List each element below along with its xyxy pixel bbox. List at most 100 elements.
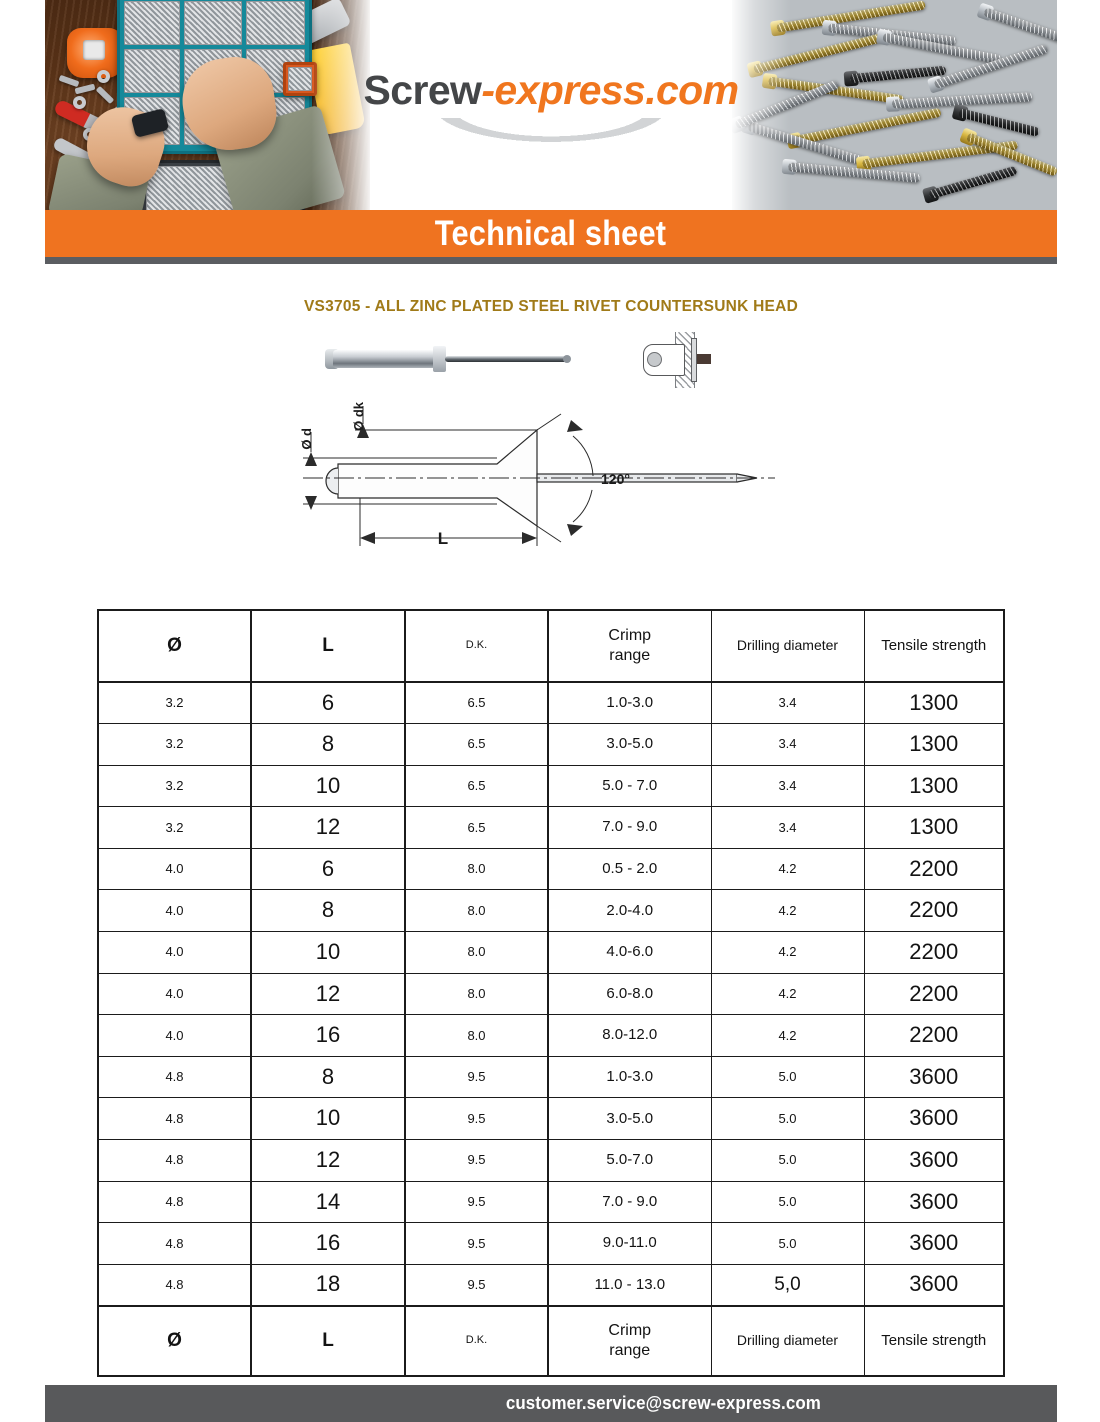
table-row: 3.2 8 6.5 3.0-5.0 3.4 1300 xyxy=(98,723,1004,766)
cell-diameter: 3.2 xyxy=(98,682,252,725)
cell-dk: 8.0 xyxy=(405,1014,549,1057)
table-row: 3.2 10 6.5 5.0 - 7.0 3.4 1300 xyxy=(98,765,1004,808)
cell-length: 18 xyxy=(251,1264,406,1307)
rivet-photo xyxy=(325,342,571,376)
cell-tensile: 3600 xyxy=(864,1056,1004,1099)
cell-dk: 6.5 xyxy=(405,723,549,766)
cell-drilling: 3.4 xyxy=(711,723,865,766)
cell-diameter: 4.0 xyxy=(98,973,252,1016)
screwdriver-icon xyxy=(52,98,118,141)
footer-header-tensile: Tensile strength xyxy=(864,1304,1004,1376)
footer-crimp-line1: Crimp xyxy=(608,1322,652,1340)
table-row: 4.0 8 8.0 2.0-4.0 4.2 2200 xyxy=(98,889,1004,933)
cell-diameter: 4.8 xyxy=(98,1222,252,1265)
cell-drilling: 3.4 xyxy=(711,765,865,808)
table-row: 4.0 12 8.0 6.0-8.0 4.2 2200 xyxy=(98,973,1004,1016)
datasheet-page: Screw-express.com Technical sheet VS3705… xyxy=(45,0,1057,1422)
table-row: 4.8 12 9.5 5.0-7.0 5.0 3600 xyxy=(98,1139,1004,1182)
cell-tensile: 2200 xyxy=(864,931,1004,974)
pliers-icon xyxy=(130,108,170,138)
cell-diameter: 4.8 xyxy=(98,1264,252,1307)
cell-length: 12 xyxy=(251,973,406,1016)
cell-crimp: 2.0-4.0 xyxy=(548,889,712,933)
label-head-angle: 120° xyxy=(601,471,630,487)
power-tool-icon xyxy=(286,0,352,50)
cell-drilling: 5.0 xyxy=(711,1222,865,1265)
cell-length: 10 xyxy=(251,1097,406,1141)
cell-dk: 9.5 xyxy=(405,1139,549,1182)
screws-pile-photo xyxy=(732,0,1057,210)
cell-crimp: 9.0-11.0 xyxy=(548,1222,712,1265)
cell-tensile: 1300 xyxy=(864,682,1004,725)
label-length-L: L xyxy=(438,529,448,548)
cell-diameter: 4.8 xyxy=(98,1181,252,1224)
cell-tensile: 2200 xyxy=(864,889,1004,933)
cell-tensile: 3600 xyxy=(864,1097,1004,1141)
cell-tensile: 2200 xyxy=(864,1014,1004,1057)
table-row: 3.2 12 6.5 7.0 - 9.0 3.4 1300 xyxy=(98,806,1004,849)
cell-dk: 8.0 xyxy=(405,848,549,891)
label-diameter-dk: Ø dk xyxy=(351,401,366,431)
cell-dk: 9.5 xyxy=(405,1264,549,1307)
table-row: 4.8 16 9.5 9.0-11.0 5.0 3600 xyxy=(98,1222,1004,1265)
table-header-row: Ø L D.K. Crimp range Drilling diameter T… xyxy=(98,610,1004,683)
cell-crimp: 6.0-8.0 xyxy=(548,973,712,1016)
cell-diameter: 4.8 xyxy=(98,1139,252,1182)
cell-dk: 8.0 xyxy=(405,973,549,1016)
cell-crimp: 8.0-12.0 xyxy=(548,1014,712,1057)
cell-drilling: 4.2 xyxy=(711,973,865,1016)
cell-tensile: 3600 xyxy=(864,1139,1004,1182)
table-footer-row: Ø L D.K. Crimp range Drilling diameter Tensile… xyxy=(98,1304,1004,1376)
product-title: VS3705 - ALL ZINC PLATED STEEL RIVET COU… xyxy=(303,298,799,315)
cell-drilling: 3.4 xyxy=(711,806,865,849)
footer-header-drilling: Drilling diameter xyxy=(711,1304,865,1376)
cell-crimp: 11.0 - 13.0 xyxy=(548,1264,712,1307)
footer-header-dk: D.K. xyxy=(405,1304,549,1376)
cell-dk: 9.5 xyxy=(405,1056,549,1099)
cell-drilling: 4.2 xyxy=(711,848,865,891)
hand-right xyxy=(177,52,281,156)
cell-tensile: 3600 xyxy=(864,1264,1004,1307)
cell-crimp: 1.0-3.0 xyxy=(548,682,712,725)
yellow-tool-icon xyxy=(306,42,366,136)
technical-drawing: Ø d Ø dk 120° L xyxy=(45,326,1057,581)
cell-drilling: 3.4 xyxy=(711,682,865,725)
cell-drilling: 5.0 xyxy=(711,1056,865,1099)
cell-crimp: 0.5 - 2.0 xyxy=(548,848,712,891)
footer-email: customer.service@screw-express.com xyxy=(506,1393,822,1413)
cell-crimp: 3.0-5.0 xyxy=(548,1097,712,1141)
cell-tensile: 3600 xyxy=(864,1181,1004,1224)
cell-crimp: 7.0 - 9.0 xyxy=(548,806,712,849)
table-row: 4.8 10 9.5 3.0-5.0 5.0 3600 xyxy=(98,1097,1004,1141)
cell-length: 10 xyxy=(251,765,406,808)
table-row: 3.2 6 6.5 1.0-3.0 3.4 1300 xyxy=(98,682,1004,725)
page-footer: customer.service@screw-express.com xyxy=(45,1385,1057,1422)
cell-tensile: 2200 xyxy=(864,848,1004,891)
cell-drilling: 5.0 xyxy=(711,1181,865,1224)
rivet-section-figure xyxy=(641,332,713,388)
cell-dk: 9.5 xyxy=(405,1097,549,1141)
cell-length: 10 xyxy=(251,931,406,974)
header-crimp: Crimp range xyxy=(548,610,712,683)
spec-table-container: Ø L D.K. Crimp range Drilling diameter T… xyxy=(45,609,1057,1377)
cell-length: 8 xyxy=(251,723,406,766)
table-row: 4.8 14 9.5 7.0 - 9.0 5.0 3600 xyxy=(98,1181,1004,1224)
cell-dk: 8.0 xyxy=(405,931,549,974)
header-drilling: Drilling diameter xyxy=(711,610,865,683)
footer-header-crimp: Crimp range xyxy=(548,1304,712,1376)
header-dk: D.K. xyxy=(405,610,549,683)
header-diameter: Ø xyxy=(98,610,252,683)
small-parts-box xyxy=(283,62,317,96)
cell-length: 14 xyxy=(251,1181,406,1224)
cell-length: 8 xyxy=(251,889,406,933)
cell-dk: 8.0 xyxy=(405,889,549,933)
cell-crimp: 3.0-5.0 xyxy=(548,723,712,766)
header-length: L xyxy=(251,610,406,683)
logo-text-primary: Screw xyxy=(363,66,482,113)
cell-diameter: 4.0 xyxy=(98,889,252,933)
table-row: 4.0 16 8.0 8.0-12.0 4.2 2200 xyxy=(98,1014,1004,1057)
table-row: 4.8 18 9.5 11.0 - 13.0 5,0 3600 xyxy=(98,1264,1004,1307)
cell-length: 8 xyxy=(251,1056,406,1099)
cell-drilling: 5,0 xyxy=(711,1264,865,1307)
footer-header-diameter: Ø xyxy=(98,1304,252,1376)
